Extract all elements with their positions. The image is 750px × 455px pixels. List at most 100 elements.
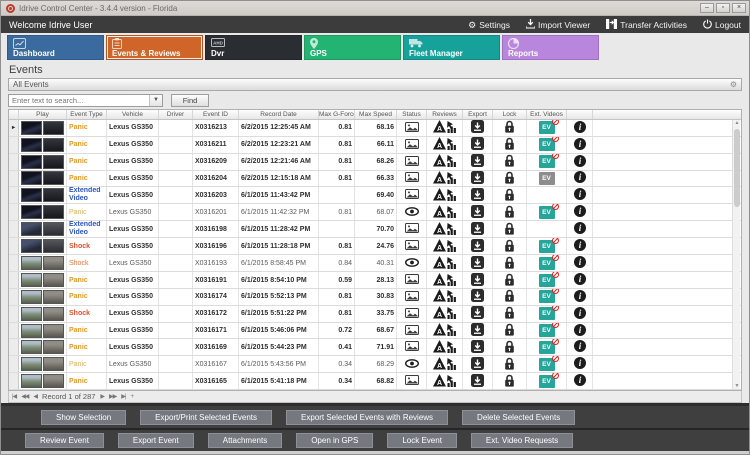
road-thumbnail[interactable] (20, 205, 42, 220)
play-thumbnails[interactable] (19, 339, 67, 356)
export-cell[interactable] (463, 204, 493, 221)
ext-video-badge[interactable]: EV (538, 288, 559, 304)
top-action-logout[interactable]: Logout (703, 19, 741, 31)
reviews-cell[interactable]: A (427, 322, 463, 339)
export-icon[interactable] (471, 323, 484, 338)
road-thumbnail[interactable] (20, 306, 42, 321)
lock-cell[interactable] (493, 221, 527, 238)
info-icon[interactable]: i (573, 340, 586, 354)
info-cell[interactable]: i (567, 170, 593, 187)
reviews-cell[interactable]: A (427, 221, 463, 238)
lock-icon[interactable] (504, 222, 515, 237)
info-icon[interactable]: i (573, 323, 586, 338)
export-cell[interactable] (463, 255, 493, 272)
play-thumbnails[interactable] (19, 204, 67, 221)
cabin-thumbnail[interactable] (42, 357, 64, 372)
reviews-icon[interactable]: A (432, 238, 457, 254)
reviews-icon[interactable]: A (432, 204, 457, 220)
lock-cell[interactable] (493, 153, 527, 170)
column-header-event-id[interactable]: Event ID (193, 110, 239, 119)
nav-prev-icon[interactable]: ◀ (33, 394, 38, 400)
export-cell[interactable] (463, 170, 493, 187)
export-selected-events-with-reviews-button[interactable]: Export Selected Events with Reviews (285, 409, 449, 425)
ext-video-badge[interactable]: EV (538, 272, 559, 287)
play-thumbnails[interactable] (19, 221, 67, 238)
lock-cell[interactable] (493, 238, 527, 255)
lock-event-button[interactable]: Lock Event (387, 433, 457, 448)
lock-icon[interactable] (504, 137, 515, 152)
export-cell[interactable] (463, 221, 493, 238)
reviews-icon[interactable]: A (432, 154, 457, 169)
info-icon[interactable]: i (573, 357, 586, 371)
cabin-thumbnail[interactable] (42, 154, 64, 169)
info-icon[interactable]: i (573, 205, 586, 219)
ext-video-badge[interactable]: EV (538, 153, 559, 169)
column-header-vehicle[interactable]: Vehicle (107, 110, 159, 119)
column-header-status[interactable]: Status (397, 110, 427, 119)
event-row-X0316198[interactable]: Extended Video Lexus GS350 X0316198 6/1/201… (9, 221, 741, 239)
export-icon[interactable] (471, 289, 484, 304)
export-icon[interactable] (471, 356, 484, 372)
ext-video-badge[interactable]: EV (538, 305, 559, 321)
export-cell[interactable] (463, 339, 493, 356)
ext-video-badge[interactable]: EV (538, 255, 559, 270)
road-thumbnail[interactable] (20, 188, 42, 203)
event-row-X0316213[interactable]: ▸ Panic Lexus GS350 X0316213 6/2/2015 12:25:… (9, 120, 741, 137)
export-cell[interactable] (463, 187, 493, 204)
info-cell[interactable]: i (567, 288, 593, 305)
info-cell[interactable]: i (567, 339, 593, 356)
info-icon[interactable]: i (573, 137, 586, 152)
event-row-X0316171[interactable]: Panic Lexus GS350 X0316171 6/1/2015 5:46:06… (9, 322, 741, 340)
event-row-X0316172[interactable]: Shock Lexus GS350 X0316172 6/1/2015 5:51:22… (9, 305, 741, 323)
ext-videos-cell[interactable]: EV (527, 272, 567, 288)
road-thumbnail[interactable] (20, 222, 42, 237)
road-thumbnail[interactable] (20, 120, 42, 135)
ext-video-badge[interactable]: EV (538, 136, 559, 152)
cabin-thumbnail[interactable] (42, 188, 64, 203)
export-event-button[interactable]: Export Event (117, 433, 194, 448)
export-icon[interactable] (471, 137, 484, 152)
road-thumbnail[interactable] (20, 154, 42, 169)
export-cell[interactable] (463, 305, 493, 322)
info-icon[interactable]: i (573, 374, 586, 388)
reviews-cell[interactable]: A (427, 170, 463, 187)
play-thumbnails[interactable] (19, 187, 67, 204)
lock-icon[interactable] (504, 256, 515, 271)
top-action-transfer-activities[interactable]: Transfer Activities (606, 18, 687, 31)
event-row-X0316201[interactable]: Panic Lexus GS350 X0316201 6/1/2015 11:42:3… (9, 204, 741, 222)
ext-video-badge[interactable]: EV (538, 322, 559, 338)
event-row-X0316165[interactable]: Panic Lexus GS350 X0316165 6/1/2015 5:41:18… (9, 373, 741, 390)
export-print-selected-events-button[interactable]: Export/Print Selected Events (140, 409, 272, 425)
ext-videos-cell[interactable]: EV (527, 322, 567, 339)
export-cell[interactable] (463, 120, 493, 136)
cabin-thumbnail[interactable] (42, 239, 64, 254)
export-icon[interactable] (471, 170, 484, 186)
reviews-cell[interactable]: A (427, 356, 463, 373)
event-row-X0316167[interactable]: Panic Lexus GS350 X0316167 6/1/2015 5:43:56… (9, 356, 741, 374)
tab-events-reviews[interactable]: Events & Reviews (106, 35, 203, 60)
export-icon[interactable] (471, 373, 484, 389)
ext-video-badge[interactable]: EV (538, 373, 559, 388)
search-dropdown-button[interactable]: ▼ (149, 94, 162, 106)
nav-last-icon[interactable]: ▶| (121, 394, 126, 400)
info-cell[interactable]: i (567, 255, 593, 272)
info-icon[interactable]: i (573, 256, 586, 270)
reviews-icon[interactable]: A (432, 306, 457, 321)
road-thumbnail[interactable] (20, 323, 42, 338)
road-thumbnail[interactable] (20, 137, 42, 152)
info-cell[interactable]: i (567, 153, 593, 170)
export-icon[interactable] (471, 272, 484, 288)
lock-cell[interactable] (493, 322, 527, 339)
lock-icon[interactable] (504, 171, 515, 186)
event-row-X0316203[interactable]: Extended Video Lexus GS350 X0316203 6/1/201… (9, 187, 741, 205)
road-thumbnail[interactable] (20, 374, 42, 389)
ext-video-badge[interactable]: EV (538, 204, 559, 219)
export-cell[interactable] (463, 153, 493, 170)
column-header-event-type[interactable]: Event Type (67, 110, 107, 119)
top-action-settings[interactable]: ⚙ Settings (468, 19, 510, 30)
road-thumbnail[interactable] (20, 273, 42, 288)
info-cell[interactable]: i (567, 373, 593, 389)
event-row-X0316209[interactable]: Panic Lexus GS350 X0316209 6/2/2015 12:21:4… (9, 153, 741, 171)
reviews-icon[interactable]: A (432, 170, 457, 186)
lock-icon[interactable] (504, 120, 515, 135)
